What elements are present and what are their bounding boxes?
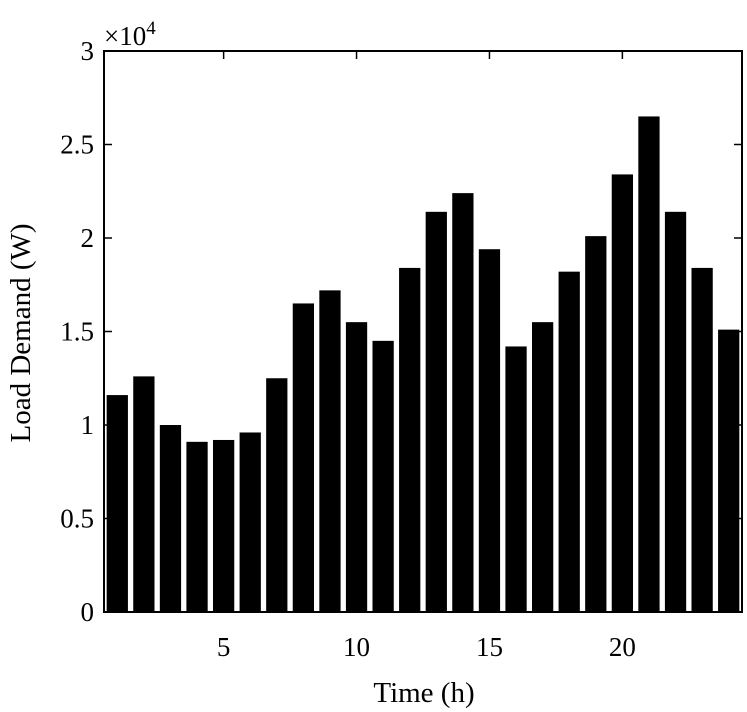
bar-hour-16 — [505, 346, 527, 612]
y-multiplier-label: ×104 — [104, 18, 156, 51]
bar-hour-12 — [399, 267, 421, 612]
bar-hour-7 — [266, 378, 288, 612]
y-tick-label: 0.5 — [60, 504, 94, 534]
x-tick-label: 5 — [217, 632, 231, 662]
bar-hour-3 — [159, 425, 182, 612]
x-axis-ticks: 5 10 15 20 — [217, 51, 636, 662]
bar-hour-18 — [558, 271, 580, 612]
y-axis-label: Load Demand (W) — [5, 223, 37, 442]
bar-hour-20 — [611, 174, 634, 613]
bar-hour-11 — [372, 340, 394, 612]
bar-hour-10 — [345, 322, 368, 612]
bar-hour-23 — [691, 267, 713, 612]
y-tick-label: 3 — [81, 36, 95, 66]
bar-hour-1 — [106, 395, 128, 612]
bar-hour-13 — [425, 211, 447, 612]
bar-hour-2 — [133, 376, 155, 612]
bar-hour-4 — [186, 441, 208, 612]
bar-hour-6 — [239, 432, 261, 612]
y-tick-label: 1 — [81, 410, 95, 440]
bar-hour-9 — [319, 290, 341, 612]
y-tick-label: 0 — [81, 597, 95, 627]
bar-hour-19 — [585, 236, 607, 612]
y-tick-label: 2 — [81, 223, 95, 253]
y-axis-ticks: 0 0.5 1 1.5 2 2.5 3 — [60, 36, 742, 627]
bar-hour-15 — [478, 249, 501, 612]
x-tick-label: 10 — [343, 632, 370, 662]
bar-hour-14 — [452, 193, 474, 612]
y-tick-label: 2.5 — [60, 130, 94, 160]
bars-group — [106, 116, 740, 613]
bar-hour-22 — [664, 211, 687, 612]
x-axis-label: Time (h) — [373, 677, 474, 709]
bar-hour-21 — [638, 116, 660, 612]
bar-hour-8 — [292, 303, 315, 612]
y-tick-label: 1.5 — [60, 317, 94, 347]
bar-hour-24 — [718, 329, 740, 612]
x-tick-label: 20 — [609, 632, 636, 662]
bar-hour-17 — [531, 322, 554, 612]
bar-hour-5 — [212, 439, 235, 612]
x-tick-label: 15 — [476, 632, 503, 662]
